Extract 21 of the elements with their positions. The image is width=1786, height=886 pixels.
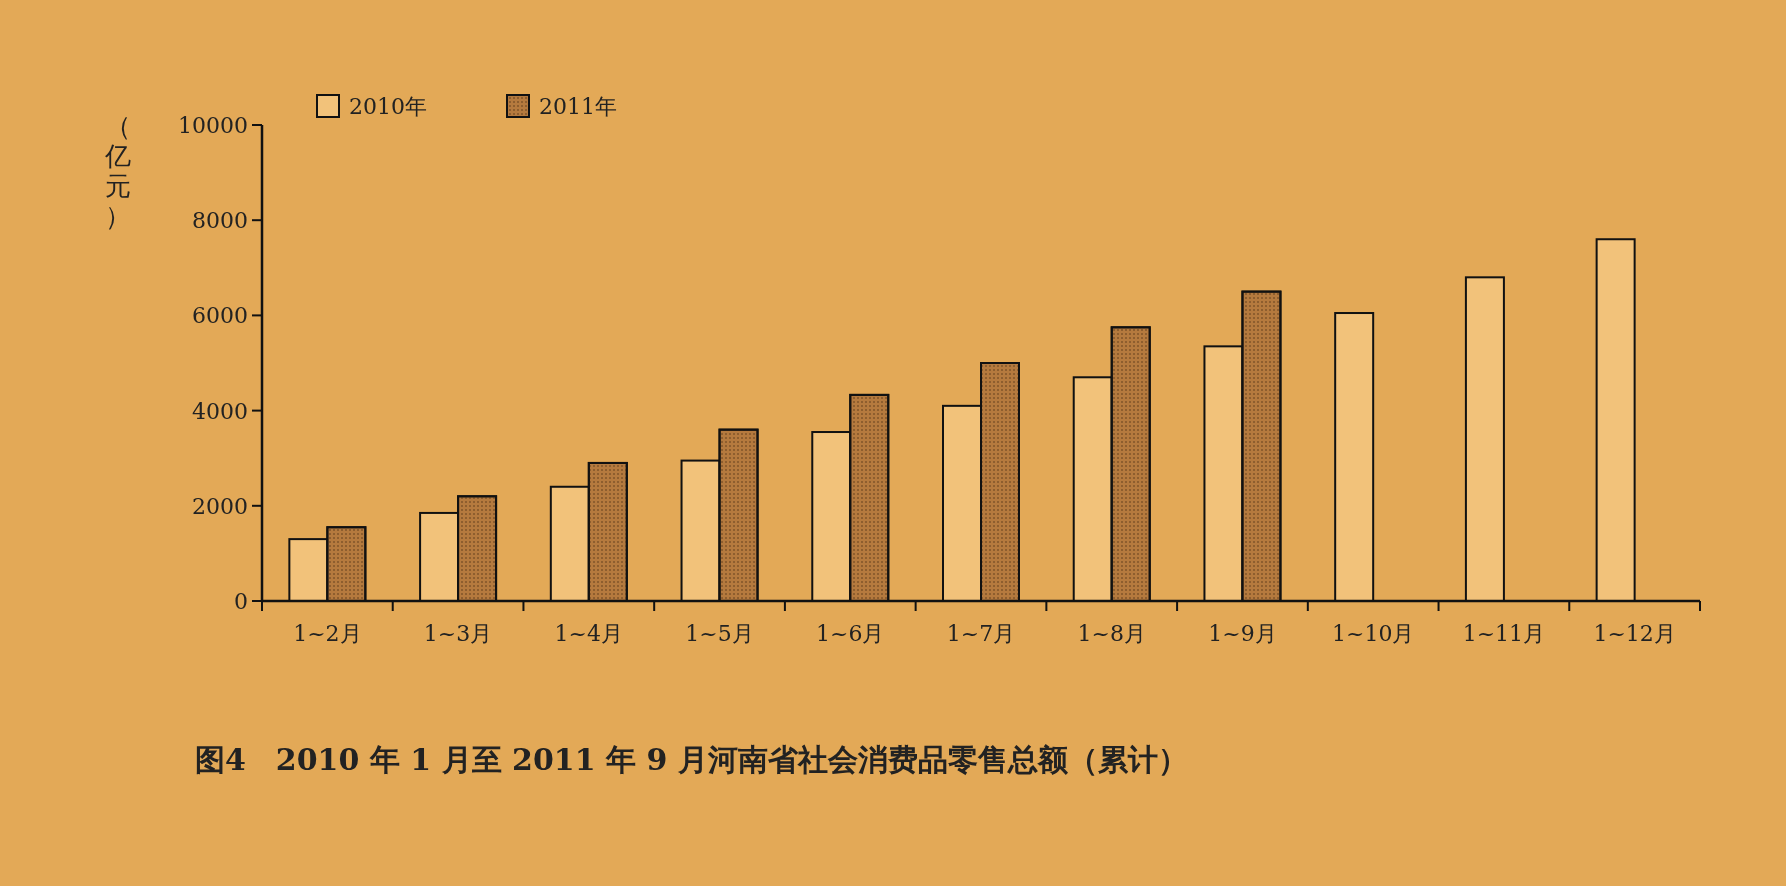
- x-tick-label: 1~8月: [1077, 621, 1146, 646]
- y-tick-label: 10000: [178, 113, 248, 138]
- x-tick-label: 1~10月: [1331, 621, 1415, 646]
- legend-label: 2010年: [349, 94, 427, 119]
- x-tick-label: 1~6月: [816, 621, 885, 646]
- x-tick-label: 1~5月: [685, 621, 754, 646]
- x-tick-label: 1~4月: [554, 621, 624, 646]
- y-tick-label: 0: [234, 589, 248, 614]
- text: 图4 2010 年 1 月至 2011 年 9 月河南省社会消费品零售总额（累计）: [195, 742, 1188, 777]
- y-tick-label: 4000: [192, 398, 248, 424]
- x-tick-label: 1~7月: [946, 621, 1016, 646]
- x-tick-label: 1~3月: [423, 621, 493, 646]
- y-tick-label: 2000: [192, 493, 248, 519]
- y-tick-label: 6000: [192, 303, 248, 329]
- x-tick-label: 1~11月: [1462, 621, 1546, 646]
- legend-label: 2011年: [539, 94, 617, 119]
- y-tick-label: 8000: [192, 208, 248, 234]
- x-tick-label: 1~9月: [1208, 621, 1277, 646]
- x-tick-label: 1~2月: [293, 621, 362, 646]
- x-tick-label: 1~12月: [1593, 621, 1676, 646]
- y-axis-title: （亿元）: [104, 111, 131, 231]
